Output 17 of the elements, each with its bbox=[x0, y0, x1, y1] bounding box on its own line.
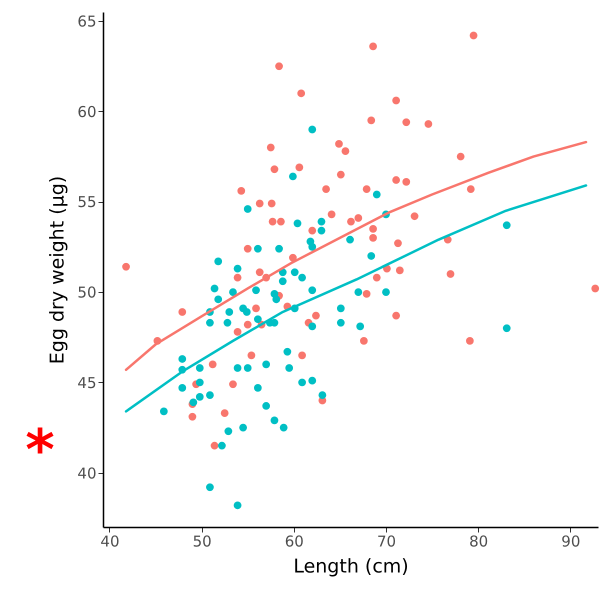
x-tick-label: 90 bbox=[561, 532, 580, 550]
text: * bbox=[25, 418, 55, 483]
x-tick-label: 70 bbox=[376, 532, 396, 550]
x-tick-label: 50 bbox=[192, 532, 212, 550]
y-tick-label: 50 bbox=[77, 284, 96, 302]
y-tick-label: 60 bbox=[77, 102, 96, 121]
line-series bbox=[124, 184, 588, 413]
x-axis-title: Length (cm) bbox=[293, 556, 409, 578]
y-tick-label: 65 bbox=[77, 12, 96, 31]
y-tick-label: 40 bbox=[77, 464, 96, 482]
x-tick-label: 40 bbox=[100, 532, 120, 550]
line-series bbox=[124, 140, 588, 372]
y-tick-label: 55 bbox=[77, 193, 96, 212]
x-tick-label: 60 bbox=[284, 532, 304, 550]
y-axis-title: Egg dry weight (µg) bbox=[46, 176, 68, 364]
x-tick-label: 80 bbox=[469, 532, 488, 550]
y-tick-label: 45 bbox=[77, 374, 96, 392]
